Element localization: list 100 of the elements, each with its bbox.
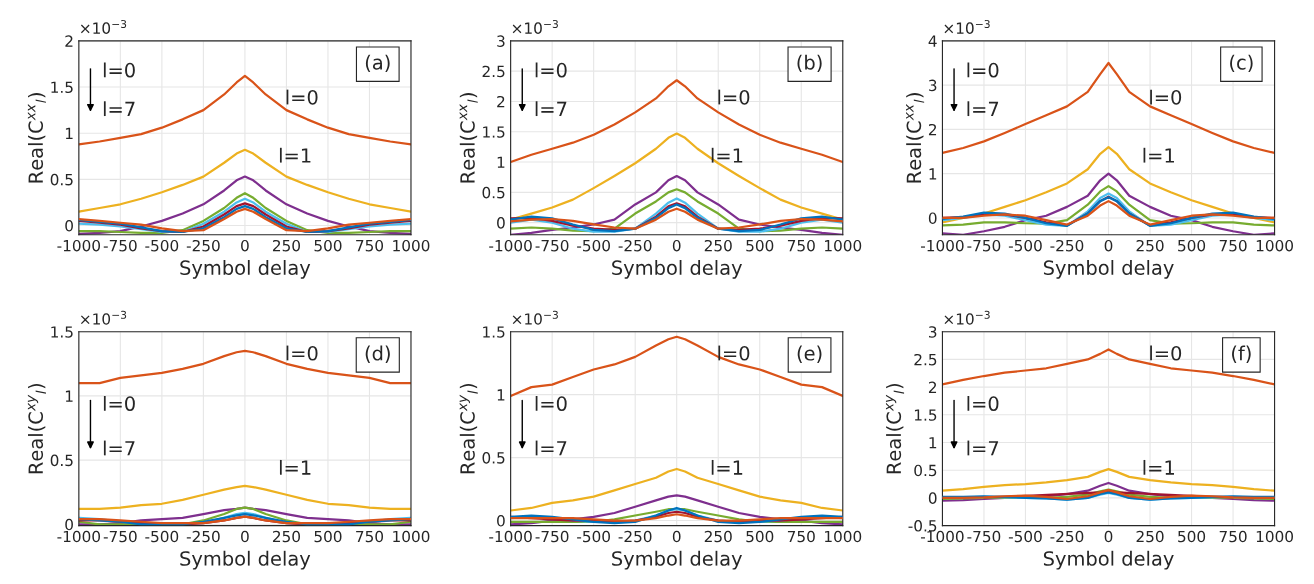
text: ×10$^{−3}$ <box>512 310 558 325</box>
y-axis-title: Real(C$^{xx}$$_{l}$) <box>906 93 925 183</box>
annotation: l=1 <box>279 147 311 163</box>
y-tick-label: 2 <box>928 381 937 393</box>
y-tick-label: 0.5 <box>482 186 505 199</box>
y-tick-label: 3 <box>497 35 505 47</box>
x-tick-label: -250 <box>1050 239 1084 252</box>
x-tick-label: -250 <box>186 239 220 252</box>
annotation: l=1 <box>1143 147 1174 163</box>
y-tick-label: 0 <box>928 212 937 224</box>
annotation: l=1 <box>279 459 311 475</box>
annotation: (e) <box>797 345 822 363</box>
annotation: (f) <box>1232 345 1251 363</box>
x-tick-label: -1000 <box>489 530 532 543</box>
y-tick-label: 1 <box>65 390 73 402</box>
x-tick-label: -500 <box>145 530 179 543</box>
y-tick-label: 0 <box>65 518 73 531</box>
x-tick-label: -750 <box>535 239 569 252</box>
annotation: l=0 <box>967 62 999 78</box>
x-tick-label: -1000 <box>920 239 964 252</box>
x-tick-label: 0 <box>672 239 681 252</box>
x-axis-title: Symbol delay <box>1043 259 1174 279</box>
x-tick-label: -500 <box>577 530 610 543</box>
x-tick-label: 250 <box>272 530 300 543</box>
y-tick-label: 3 <box>929 79 937 92</box>
x-tick-label: 250 <box>1136 239 1164 252</box>
y-axis-title: Real(C$^{xx}$$_{l}$) <box>459 93 478 183</box>
annotation: l=1 <box>711 459 743 475</box>
y-axis-title: Real(C$^{xy}$$_{l}$) <box>885 383 905 474</box>
x-tick-label: 500 <box>314 530 342 543</box>
annotation: l=7 <box>967 440 999 456</box>
x-tick-label: -250 <box>1050 530 1084 543</box>
x-tick-label: 0 <box>672 530 681 543</box>
y-tick-label: 1.5 <box>51 81 73 94</box>
annotation: (a) <box>365 54 390 73</box>
x-tick-label: 250 <box>1136 530 1164 543</box>
x-tick-label: 0 <box>1104 530 1113 543</box>
y-tick-label: 0.5 <box>50 173 73 186</box>
x-tick-label: 1000 <box>1256 239 1294 252</box>
annotation: l=0 <box>286 345 318 361</box>
x-tick-label: 500 <box>746 530 774 543</box>
x-tick-label: 250 <box>272 239 300 252</box>
y-tick-label: 3 <box>929 326 937 338</box>
y-tick-label: 1 <box>65 127 73 140</box>
x-axis-title: Symbol delay <box>180 550 311 570</box>
x-tick-label: -250 <box>618 530 652 543</box>
text: ×10$^{−3}$ <box>80 19 127 34</box>
line-series <box>510 335 843 398</box>
x-tick-label: 750 <box>787 239 815 252</box>
x-tick-label: -750 <box>967 530 1001 543</box>
text: ×10$^{−3}$ <box>512 19 558 34</box>
annotation: l=0 <box>286 89 318 105</box>
x-tick-label: 0 <box>241 239 249 252</box>
y-tick-label: 0.5 <box>914 464 937 477</box>
y-tick-label: -0.5 <box>908 520 937 532</box>
y-tick-label: 2 <box>928 123 937 136</box>
y-tick-label: 0.5 <box>50 454 73 467</box>
annotation: l=1 <box>1143 459 1174 475</box>
y-tick-label: 0 <box>928 492 937 504</box>
x-tick-label: -500 <box>1008 530 1042 543</box>
y-tick-label: 0.5 <box>482 452 505 464</box>
y-tick-label: 1.5 <box>483 126 505 138</box>
line-series <box>78 148 411 213</box>
x-tick-label: 0 <box>1104 239 1113 252</box>
y-tick-label: 2.5 <box>482 65 505 78</box>
y-tick-label: 1.5 <box>483 326 505 338</box>
y-tick-label: 1.5 <box>914 409 937 421</box>
line-series <box>510 79 843 164</box>
y-tick-label: 1 <box>929 168 937 180</box>
x-tick-label: 500 <box>746 239 774 252</box>
x-tick-label: -1000 <box>57 530 101 543</box>
x-tick-label: 500 <box>1178 530 1206 543</box>
x-tick-label: -750 <box>103 530 137 543</box>
y-tick-label: 1 <box>497 389 505 401</box>
annotation: l=7 <box>535 440 567 456</box>
x-tick-label: 1000 <box>393 530 430 543</box>
x-tick-label: 750 <box>1219 530 1247 543</box>
x-tick-label: -750 <box>967 239 1001 252</box>
y-tick-label: 0 <box>497 515 505 527</box>
y-tick-label: 2.5 <box>914 353 937 366</box>
x-tick-label: -1000 <box>920 530 964 543</box>
x-tick-label: 1000 <box>825 239 862 252</box>
annotation: l=0 <box>103 395 135 412</box>
x-tick-label: 750 <box>356 530 384 543</box>
x-tick-label: -750 <box>535 530 569 543</box>
x-tick-label: 500 <box>1178 239 1206 252</box>
y-tick-label: 0 <box>65 220 73 232</box>
x-tick-label: -750 <box>103 239 137 252</box>
annotation: l=0 <box>535 395 567 412</box>
x-axis-title: Symbol delay <box>612 550 742 570</box>
text: ×10$^{−3}$ <box>944 19 990 34</box>
y-tick-label: 4 <box>928 35 937 47</box>
x-tick-label: 250 <box>704 239 732 252</box>
annotation: l=1 <box>711 147 743 163</box>
x-axis-title: Symbol delay <box>180 259 311 279</box>
x-tick-label: 0 <box>241 530 249 543</box>
annotation: l=7 <box>103 101 135 117</box>
line-series <box>942 184 1275 227</box>
x-tick-label: -500 <box>577 239 610 252</box>
y-tick-label: 1 <box>929 437 937 449</box>
